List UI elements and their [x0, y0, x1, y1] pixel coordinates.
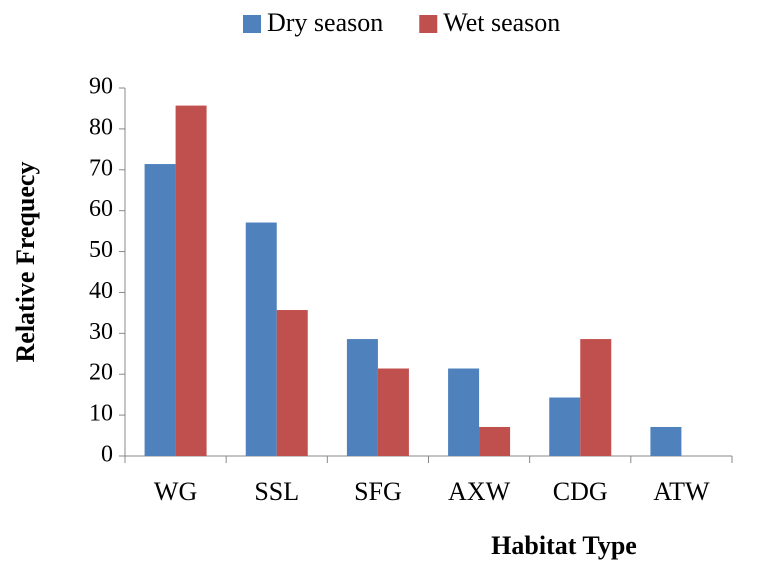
- x-tick-label: WG: [154, 477, 197, 506]
- y-tick-label: 70: [89, 155, 113, 181]
- y-tick-label: 50: [89, 237, 113, 263]
- y-tick-label: 30: [89, 319, 113, 345]
- y-tick-label: 40: [89, 278, 113, 304]
- y-tick-label: 20: [89, 360, 113, 386]
- bar: [650, 426, 682, 456]
- bar: [377, 368, 409, 456]
- bar: [580, 339, 612, 456]
- y-tick-label: 90: [89, 74, 113, 100]
- legend-swatch: [243, 15, 261, 33]
- bar: [144, 164, 176, 456]
- y-tick-label: 80: [89, 114, 113, 140]
- y-tick-label: 60: [89, 196, 113, 222]
- legend-label: Dry season: [267, 8, 383, 37]
- y-tick-label: 10: [89, 401, 113, 427]
- bar: [479, 426, 511, 456]
- y-axis-label: Relative Frequecy: [11, 162, 40, 363]
- x-tick-label: CDG: [553, 477, 608, 506]
- bar: [549, 397, 581, 456]
- x-tick-label: SFG: [354, 477, 402, 506]
- y-tick-label: 0: [101, 442, 113, 468]
- x-tick-label: ATW: [653, 477, 710, 506]
- bar: [175, 105, 207, 457]
- x-tick-label: AXW: [448, 477, 511, 506]
- bar: [276, 310, 308, 456]
- bar: [245, 222, 277, 456]
- bar: [448, 368, 480, 456]
- legend-label: Wet season: [443, 8, 560, 37]
- x-axis-label: Habitat Type: [491, 531, 637, 560]
- bar: [346, 339, 378, 456]
- legend-swatch: [419, 15, 438, 33]
- x-tick-label: SSL: [254, 477, 299, 506]
